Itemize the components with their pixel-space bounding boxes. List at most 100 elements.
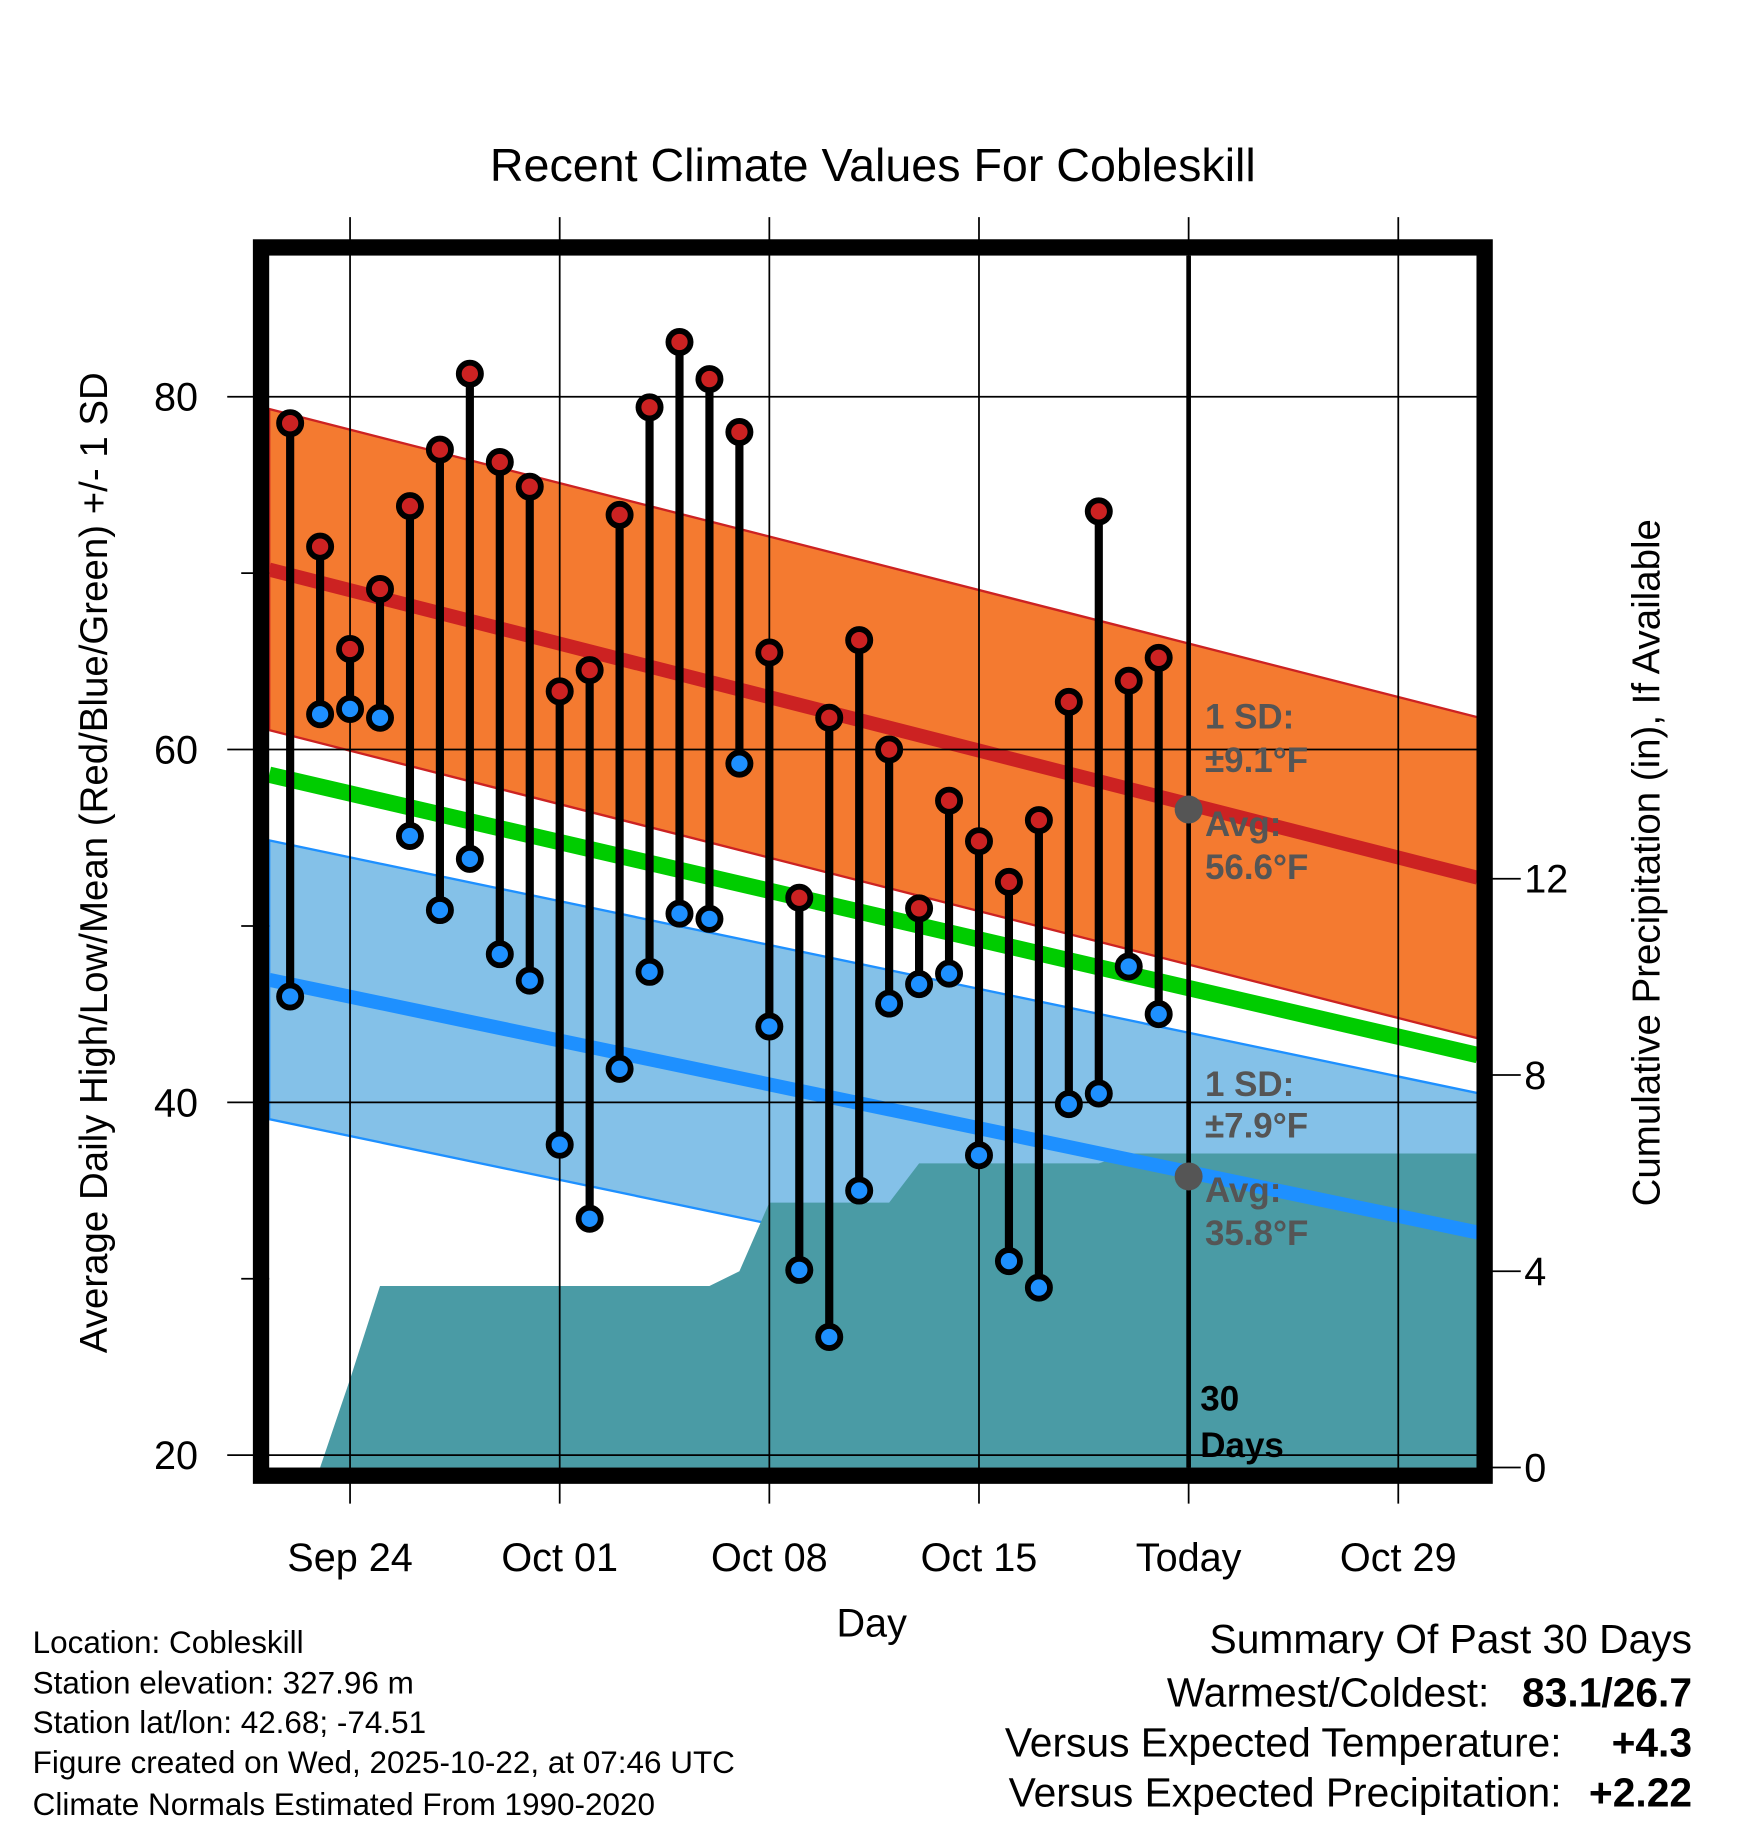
low-point [366,703,394,732]
low-point [485,940,514,969]
low-point [306,700,335,729]
low-avg-value: 35.8°F [1205,1214,1308,1253]
low-point [875,989,904,1018]
days-count: 30 [1200,1379,1239,1418]
high-sd-label: 1 SD: [1205,698,1294,737]
x-axis-label: Day [836,1602,907,1646]
y2-axis-label: Cumulative Precipitation (in), If Availa… [1625,519,1668,1206]
precip-area [269,1153,1478,1468]
chart-title: Recent Climate Values For Cobleskill [490,139,1256,191]
low-point [755,1012,784,1041]
days-word: Days [1200,1426,1284,1465]
summary-warm-cold-label: Warmest/Coldest: [1167,1669,1489,1715]
high-point [455,359,484,388]
y-tick-label: 60 [154,729,198,773]
low-sd-label: 1 SD: [1205,1065,1294,1104]
high-point [1114,666,1143,695]
low-point [515,966,544,995]
high-avg-today-marker [1174,795,1203,824]
high-point [965,827,993,856]
high-point [785,883,814,912]
x-tick-label: Oct 01 [501,1536,618,1580]
y-tick-label: 80 [154,376,198,420]
low-point [815,1323,844,1351]
low-point [965,1141,993,1170]
low-point [605,1054,634,1083]
x-tick-label: Oct 29 [1340,1536,1457,1580]
low-point [1144,1000,1173,1029]
low-sd-value: ±7.9°F [1205,1107,1308,1146]
high-point [1144,643,1173,672]
x-tick-label: Oct 15 [921,1536,1038,1580]
low-point [395,821,424,850]
high-point [755,638,784,667]
low-point [905,970,934,999]
y2-tick-label: 4 [1524,1250,1546,1294]
low-point [695,904,724,933]
high-point [725,418,754,446]
high-point [695,365,724,394]
high-point [635,393,664,422]
high-point [395,492,424,521]
summary-temp-label: Versus Expected Temperature: [1005,1720,1562,1766]
low-point [994,1247,1023,1276]
footer-location: Location: Cobleskill [33,1625,304,1660]
low-point [1114,952,1143,981]
high-point [994,867,1023,896]
high-point [1024,806,1053,835]
low-point [276,982,305,1011]
high-sd-value: ±9.1°F [1205,741,1308,780]
low-point [845,1176,874,1205]
footer-latlon: Station lat/lon: 42.68; -74.51 [33,1705,426,1740]
low-point [635,957,664,986]
low-avg-line [267,972,1480,1240]
high-point [575,656,604,685]
y2-tick-label: 8 [1524,1054,1546,1098]
summary-title: Summary Of Past 30 Days [1210,1616,1693,1662]
plot-area: 20 40 60 80 0 4 8 12 Sep 24 Oct 01 Oct 08 Oct 15 Tod… [154,217,1568,1580]
x-tick-label: Oct 08 [711,1536,828,1580]
low-point [1084,1079,1113,1108]
high-point [366,575,394,603]
high-point [935,786,964,815]
high-point [545,677,574,706]
plot-frame [252,239,1493,1484]
footer-elevation: Station elevation: 327.96 m [33,1666,414,1701]
footer-created: Figure created on Wed, 2025-10-22, at 07… [33,1745,735,1780]
high-point [845,626,874,655]
high-point [306,532,335,561]
y2-tick-label: 12 [1524,858,1568,902]
low-point [575,1204,604,1233]
low-point [1054,1090,1083,1119]
low-point [1024,1273,1053,1302]
high-point [875,735,904,764]
y-tick-label: 40 [154,1081,198,1125]
summary-precip-label: Versus Expected Precipitation: [1009,1770,1562,1816]
high-point [336,635,365,663]
high-point [485,448,514,476]
low-point [785,1255,814,1284]
high-point [515,472,544,501]
summary-temp-value: +4.3 [1612,1720,1692,1766]
y-axis-label: Average Daily High/Low/Mean (Red/Blue/Gr… [73,372,116,1353]
low-point [665,899,694,928]
high-point [815,703,844,732]
high-point [425,435,454,464]
high-point [1084,497,1113,526]
low-point [545,1130,574,1159]
high-point [276,409,305,438]
x-tick-label: Today [1136,1536,1242,1580]
y2-tick-label: 0 [1524,1447,1546,1491]
high-point [605,500,634,529]
y-tick-label: 20 [154,1434,198,1478]
high-avg-value: 56.6°F [1205,848,1308,887]
high-point [905,894,934,923]
footer-normals: Climate Normals Estimated From 1990-2020 [33,1787,655,1822]
summary-warm-cold-value: 83.1/26.7 [1522,1669,1692,1715]
low-point [425,896,454,925]
low-avg-label: Avg: [1205,1171,1281,1210]
high-point [1054,687,1083,716]
low-avg-today-marker [1174,1162,1203,1191]
